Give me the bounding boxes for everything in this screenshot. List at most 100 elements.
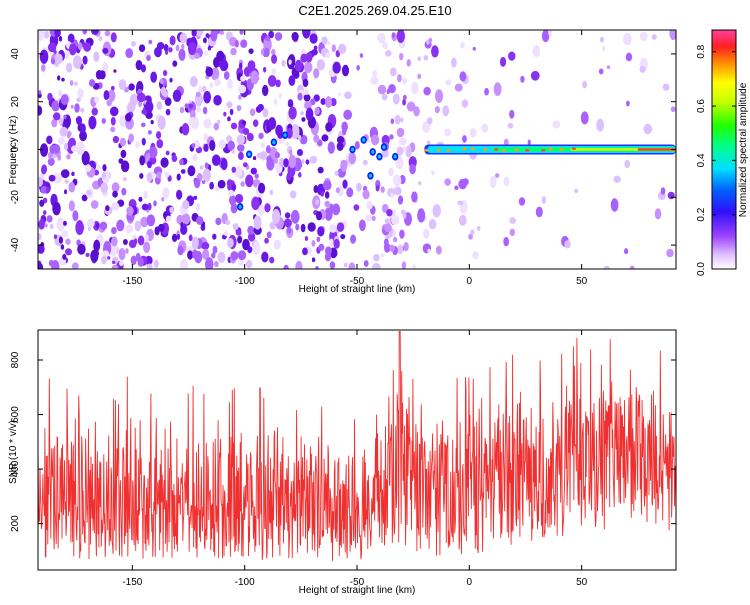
spectrogram-cell bbox=[426, 117, 433, 125]
colorbar-ticks: 0.0 0.2 0.4 0.6 0.8 bbox=[696, 44, 736, 276]
spectrogram-cell bbox=[110, 116, 116, 126]
spectrogram-cell bbox=[283, 158, 289, 168]
spectrogram-cell bbox=[291, 31, 299, 42]
spectrogram-cell bbox=[373, 253, 380, 262]
spectrogram-cell bbox=[227, 116, 231, 122]
spectrogram-cell bbox=[97, 165, 101, 170]
spectrogram-cell bbox=[328, 224, 338, 233]
spectrogram-cell bbox=[112, 260, 116, 265]
spectrogram-cell bbox=[83, 42, 92, 52]
spectrogram-cell bbox=[230, 251, 239, 261]
spectrogram-cell bbox=[625, 100, 630, 107]
spectrogram-cell bbox=[82, 55, 88, 65]
spectrogram-cell bbox=[202, 168, 211, 183]
spectrogram-cell bbox=[458, 200, 464, 206]
colorbar-tick-label: 0.2 bbox=[696, 207, 707, 221]
spectrogram-cell bbox=[321, 134, 329, 142]
spectrogram-cell bbox=[476, 225, 481, 232]
spectrogram-cell bbox=[93, 51, 100, 63]
y-tick-label: 600 bbox=[10, 406, 21, 423]
spectrogram-cell bbox=[444, 128, 452, 137]
spectrogram-cell bbox=[297, 92, 303, 101]
spectrogram-cell bbox=[472, 46, 476, 51]
ridge-band-yellow bbox=[570, 148, 676, 151]
spectrogram-cell bbox=[172, 89, 182, 102]
spectrogram-cell bbox=[301, 117, 306, 122]
spectrogram-cell bbox=[46, 135, 53, 145]
spectrogram-cell bbox=[296, 148, 304, 156]
spectrogram-cell bbox=[346, 187, 354, 198]
spectrogram-cell bbox=[121, 187, 127, 196]
spectrogram-cell bbox=[468, 233, 473, 240]
spectrogram-cell bbox=[111, 182, 120, 193]
spectrogram-cell bbox=[324, 207, 333, 221]
spectrogram-cell bbox=[417, 73, 422, 79]
spectrogram-cell bbox=[136, 92, 146, 103]
spectrogram-cell bbox=[110, 85, 115, 91]
spectrogram-cell bbox=[344, 91, 352, 100]
spectrogram-cell bbox=[342, 127, 347, 136]
spectrogram-cell bbox=[49, 223, 54, 230]
spectrogram-cell bbox=[144, 100, 154, 113]
spectrogram-cell bbox=[304, 100, 312, 110]
spectrogram-cell bbox=[365, 214, 373, 222]
spectrogram-cell bbox=[247, 246, 253, 254]
spectrogram-cell bbox=[118, 158, 124, 164]
spectrogram-cell bbox=[161, 197, 165, 202]
colorbar-tick-label: 0.6 bbox=[696, 99, 707, 113]
spectrogram-cell bbox=[63, 51, 70, 60]
spectrogram-cell bbox=[397, 74, 402, 83]
spectrogram-cell bbox=[38, 219, 46, 230]
y-tick-label: -40 bbox=[10, 237, 21, 252]
spectrogram-cell bbox=[388, 244, 395, 252]
spectrogram-cell bbox=[204, 51, 209, 56]
spectrogram-cell bbox=[215, 217, 222, 226]
spectrogram-cell bbox=[223, 71, 230, 80]
spectrogram-cell bbox=[402, 212, 407, 219]
spectrogram-cell bbox=[302, 247, 308, 256]
spectrogram-cell bbox=[273, 239, 281, 250]
spectrogram-cell bbox=[90, 249, 99, 263]
spectrogram-cell bbox=[340, 233, 346, 240]
ridge-hotspot bbox=[436, 148, 441, 152]
y-tick-label: 40 bbox=[10, 48, 21, 60]
spectrogram-cell bbox=[390, 192, 394, 198]
spectrogram-cell bbox=[237, 144, 245, 152]
spectrogram-cell bbox=[203, 90, 212, 104]
spectrogram-cell bbox=[190, 109, 196, 120]
spectrogram-cell bbox=[85, 252, 90, 257]
spectrogram-cell bbox=[205, 33, 210, 38]
spectrogram-cell bbox=[274, 151, 280, 159]
x-tick-label: -100 bbox=[235, 276, 255, 287]
spectrogram-cell bbox=[256, 152, 263, 159]
spectrogram-cell bbox=[377, 84, 387, 95]
spectrogram-cell bbox=[220, 158, 228, 171]
spectrogram-cell bbox=[331, 203, 341, 216]
spectrogram-cell bbox=[48, 174, 56, 182]
spectrogram-cell bbox=[237, 250, 247, 261]
spectrogram-cell bbox=[313, 45, 318, 50]
spectrogram-cell bbox=[278, 157, 285, 167]
spectrogram-cell bbox=[606, 65, 611, 70]
spectrogram-cell bbox=[252, 241, 261, 256]
colorbar-label: Normalized spectral amplitude bbox=[738, 82, 749, 217]
y-tick-label: 0 bbox=[10, 146, 21, 152]
spectrogram-cell bbox=[38, 262, 44, 269]
spectrogram-cell bbox=[311, 240, 316, 247]
spectrogram-cell bbox=[335, 187, 340, 194]
spectrogram-cell bbox=[362, 138, 366, 142]
spectrogram-cell bbox=[358, 219, 366, 232]
spectrogram-cell bbox=[288, 154, 297, 169]
spectrogram-cell bbox=[320, 191, 325, 197]
spectrogram-cell bbox=[311, 257, 316, 263]
spectrogram-cell bbox=[564, 240, 571, 249]
spectrogram-cell bbox=[172, 60, 178, 67]
spectrogram-cell bbox=[268, 30, 275, 39]
spectrogram-cell bbox=[180, 169, 186, 174]
spectrogram-cell bbox=[178, 48, 186, 61]
spectrogram-cell bbox=[128, 83, 135, 91]
spectrogram-cell bbox=[203, 143, 209, 153]
spectrogram-cell bbox=[119, 137, 126, 147]
